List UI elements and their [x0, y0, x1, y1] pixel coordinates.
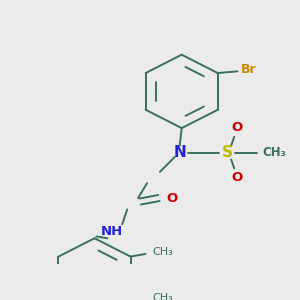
- Text: O: O: [232, 171, 243, 184]
- Text: NH: NH: [101, 225, 124, 238]
- Text: O: O: [167, 191, 178, 205]
- Text: S: S: [222, 145, 233, 160]
- Text: O: O: [232, 121, 243, 134]
- Text: N: N: [173, 145, 186, 160]
- Text: CH₃: CH₃: [262, 146, 286, 159]
- Text: CH₃: CH₃: [152, 293, 173, 300]
- Text: CH₃: CH₃: [152, 247, 173, 257]
- Text: Br: Br: [241, 63, 256, 76]
